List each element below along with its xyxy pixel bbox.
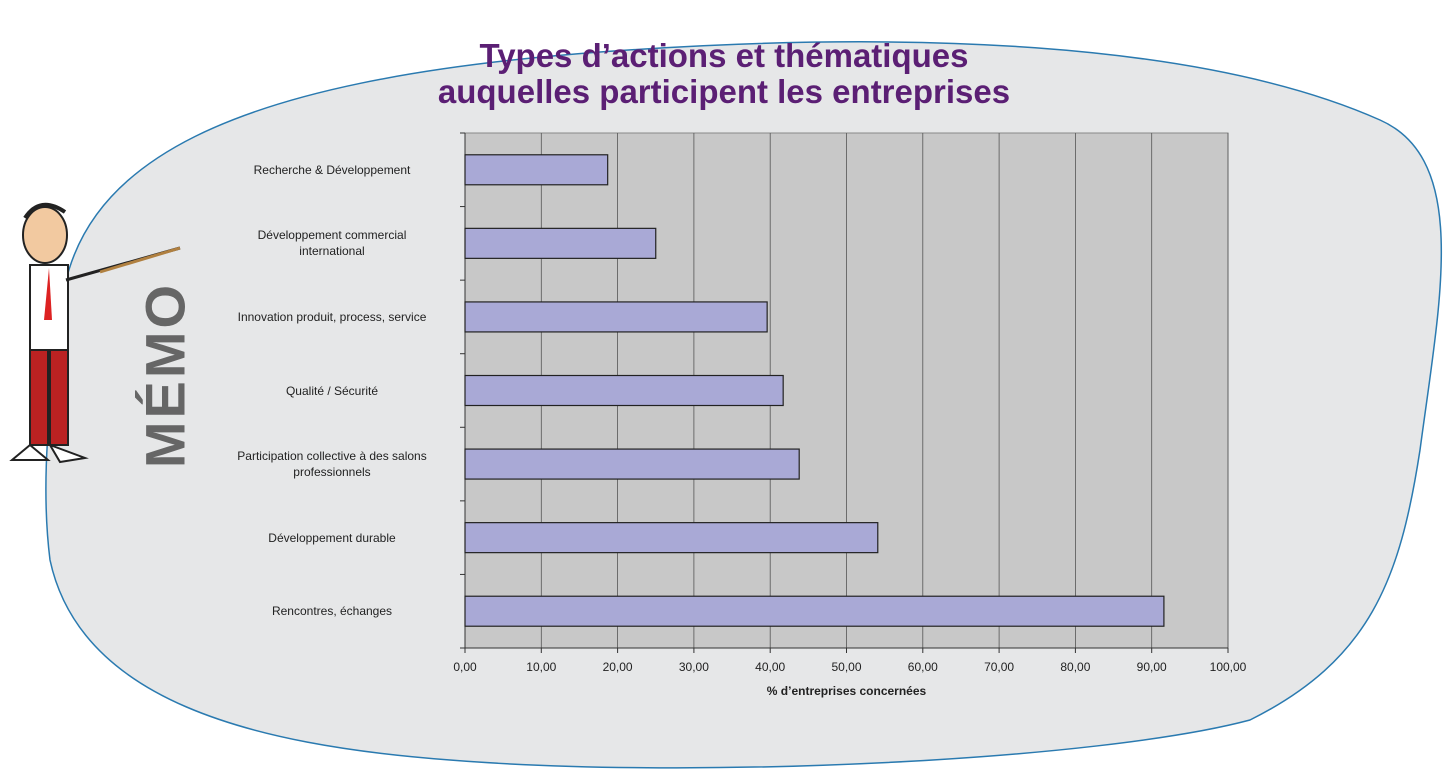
bar — [465, 523, 878, 553]
y-tick-label: Innovation produit, process, service — [207, 309, 457, 325]
x-tick-label: 50,00 — [831, 660, 861, 674]
x-tick-label: 30,00 — [679, 660, 709, 674]
x-tick-label: 90,00 — [1137, 660, 1167, 674]
x-tick-label: 0,00 — [453, 660, 477, 674]
y-tick-label: Qualité / Sécurité — [207, 383, 457, 399]
page: 0,00 10,00 20,00 30,00 40,00 50,00 60,00 70,00 8… — [0, 0, 1448, 769]
y-tick-label: Participation collective à des salons pr… — [207, 448, 457, 480]
x-tick-label: 20,00 — [603, 660, 633, 674]
x-tick-label: 100,00 — [1210, 660, 1247, 674]
y-tick-label: Rencontres, échanges — [207, 603, 457, 619]
x-tick-label: 10,00 — [526, 660, 556, 674]
chart-title: Types d’actions et thématiques auquelles… — [0, 38, 1448, 110]
bar — [465, 228, 656, 258]
bar — [465, 449, 799, 479]
y-tick-label: Recherche & Développement — [207, 162, 457, 178]
x-tick-label: 40,00 — [755, 660, 785, 674]
y-tick-label: Développement commercial international — [207, 227, 457, 259]
bar — [465, 302, 767, 332]
bar — [465, 376, 783, 406]
side-label: MÉMO — [133, 282, 198, 468]
bar — [465, 155, 608, 185]
x-axis-title: % d’entreprises concernées — [767, 684, 927, 698]
x-tick-label: 80,00 — [1060, 660, 1090, 674]
x-tick-label: 60,00 — [908, 660, 938, 674]
bar — [465, 596, 1164, 626]
y-tick-label: Développement durable — [207, 530, 457, 546]
x-tick-label: 70,00 — [984, 660, 1014, 674]
